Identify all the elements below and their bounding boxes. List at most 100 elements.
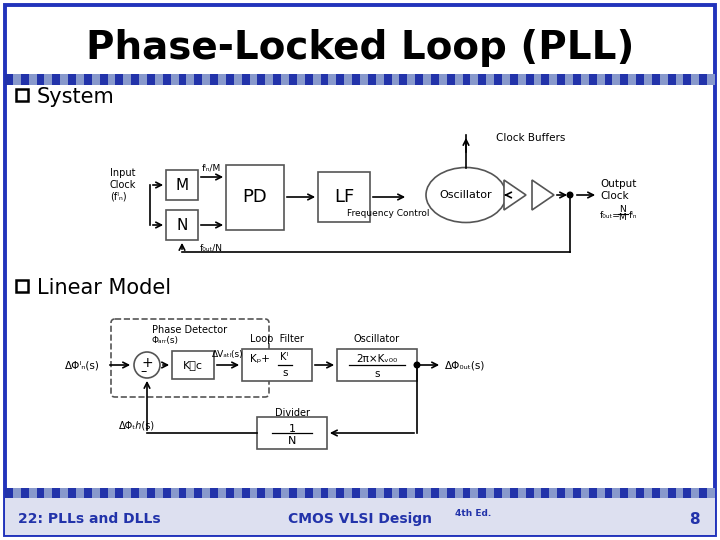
Bar [336, 74, 344, 85]
Bar [266, 488, 273, 498]
Bar [312, 488, 320, 498]
Bar [16, 280, 28, 292]
Bar [439, 74, 447, 85]
Text: –: – [141, 366, 147, 379]
Bar [360, 488, 368, 498]
Bar [115, 74, 123, 85]
Bar [486, 74, 494, 85]
Bar [60, 488, 68, 498]
Bar [589, 488, 597, 498]
Bar [510, 488, 518, 498]
Bar [281, 488, 289, 498]
Bar [667, 74, 675, 85]
Bar [320, 74, 328, 85]
Bar [565, 74, 573, 85]
Bar [644, 488, 652, 498]
Bar [13, 488, 21, 498]
Bar [605, 74, 613, 85]
Bar [234, 488, 242, 498]
Text: M: M [618, 213, 626, 222]
Bar [613, 74, 621, 85]
Bar [415, 488, 423, 498]
Text: 4th Ed.: 4th Ed. [455, 510, 491, 518]
Bar [478, 488, 486, 498]
Bar [589, 74, 597, 85]
Bar [202, 488, 210, 498]
Text: Oscillator: Oscillator [440, 190, 492, 200]
Bar [91, 74, 99, 85]
Text: fᴵₙ/M: fᴵₙ/M [202, 164, 220, 172]
Bar [667, 488, 675, 498]
Bar [84, 74, 91, 85]
Bar [352, 488, 360, 498]
Bar [115, 488, 123, 498]
Bar [37, 74, 45, 85]
Bar [147, 74, 155, 85]
Bar [179, 488, 186, 498]
Text: Frequency Control: Frequency Control [347, 208, 429, 218]
Text: Linear Model: Linear Model [37, 278, 171, 298]
Bar [186, 488, 194, 498]
Text: ΔΦ₀ᵤₜ(s): ΔΦ₀ᵤₜ(s) [445, 360, 485, 370]
Text: 2π×Kᵥ₀₀: 2π×Kᵥ₀₀ [356, 354, 397, 364]
Bar [76, 74, 84, 85]
Text: Φₐᵣᵣ(s): Φₐᵣᵣ(s) [151, 336, 179, 346]
Bar [139, 74, 147, 85]
Bar [486, 488, 494, 498]
Bar [415, 74, 423, 85]
Text: 8: 8 [689, 511, 700, 526]
Bar [250, 74, 258, 85]
Bar [557, 488, 565, 498]
Bar [510, 74, 518, 85]
Circle shape [413, 361, 420, 368]
Bar [281, 74, 289, 85]
Bar [226, 488, 234, 498]
Bar [179, 74, 186, 85]
Bar [171, 488, 179, 498]
Bar [431, 488, 439, 498]
Bar [652, 488, 660, 498]
Bar [107, 74, 115, 85]
Bar [139, 488, 147, 498]
Text: +: + [141, 356, 153, 370]
Bar [597, 488, 605, 498]
Bar [210, 488, 218, 498]
Text: System: System [37, 87, 114, 107]
Bar [557, 74, 565, 85]
Bar [318, 172, 370, 222]
Bar [202, 74, 210, 85]
Bar [257, 417, 327, 449]
Bar [352, 74, 360, 85]
Bar [99, 488, 107, 498]
Bar [273, 488, 281, 498]
Bar [123, 74, 131, 85]
Bar [675, 74, 683, 85]
Bar [84, 488, 91, 498]
Bar [534, 488, 541, 498]
Bar [13, 74, 21, 85]
Bar [384, 74, 392, 85]
Bar [297, 74, 305, 85]
FancyBboxPatch shape [111, 319, 269, 397]
Bar [368, 488, 376, 498]
Bar [699, 74, 707, 85]
Text: Phase Detector: Phase Detector [153, 325, 228, 335]
Bar [68, 488, 76, 498]
Bar [549, 74, 557, 85]
Bar [675, 488, 683, 498]
Text: ΔVₐₜₗ(s): ΔVₐₜₗ(s) [212, 350, 244, 360]
Bar [408, 74, 415, 85]
Bar [194, 488, 202, 498]
Bar [305, 488, 312, 498]
Bar [518, 74, 526, 85]
Bar [431, 74, 439, 85]
Bar [258, 74, 266, 85]
Bar [376, 488, 384, 498]
Bar [289, 74, 297, 85]
Bar [541, 488, 549, 498]
Bar [242, 349, 312, 381]
Text: Phase-Locked Loop (PLL): Phase-Locked Loop (PLL) [86, 29, 634, 67]
Bar [328, 74, 336, 85]
Text: f₀ᵤₜ=: f₀ᵤₜ= [600, 211, 621, 219]
Bar [16, 89, 28, 101]
